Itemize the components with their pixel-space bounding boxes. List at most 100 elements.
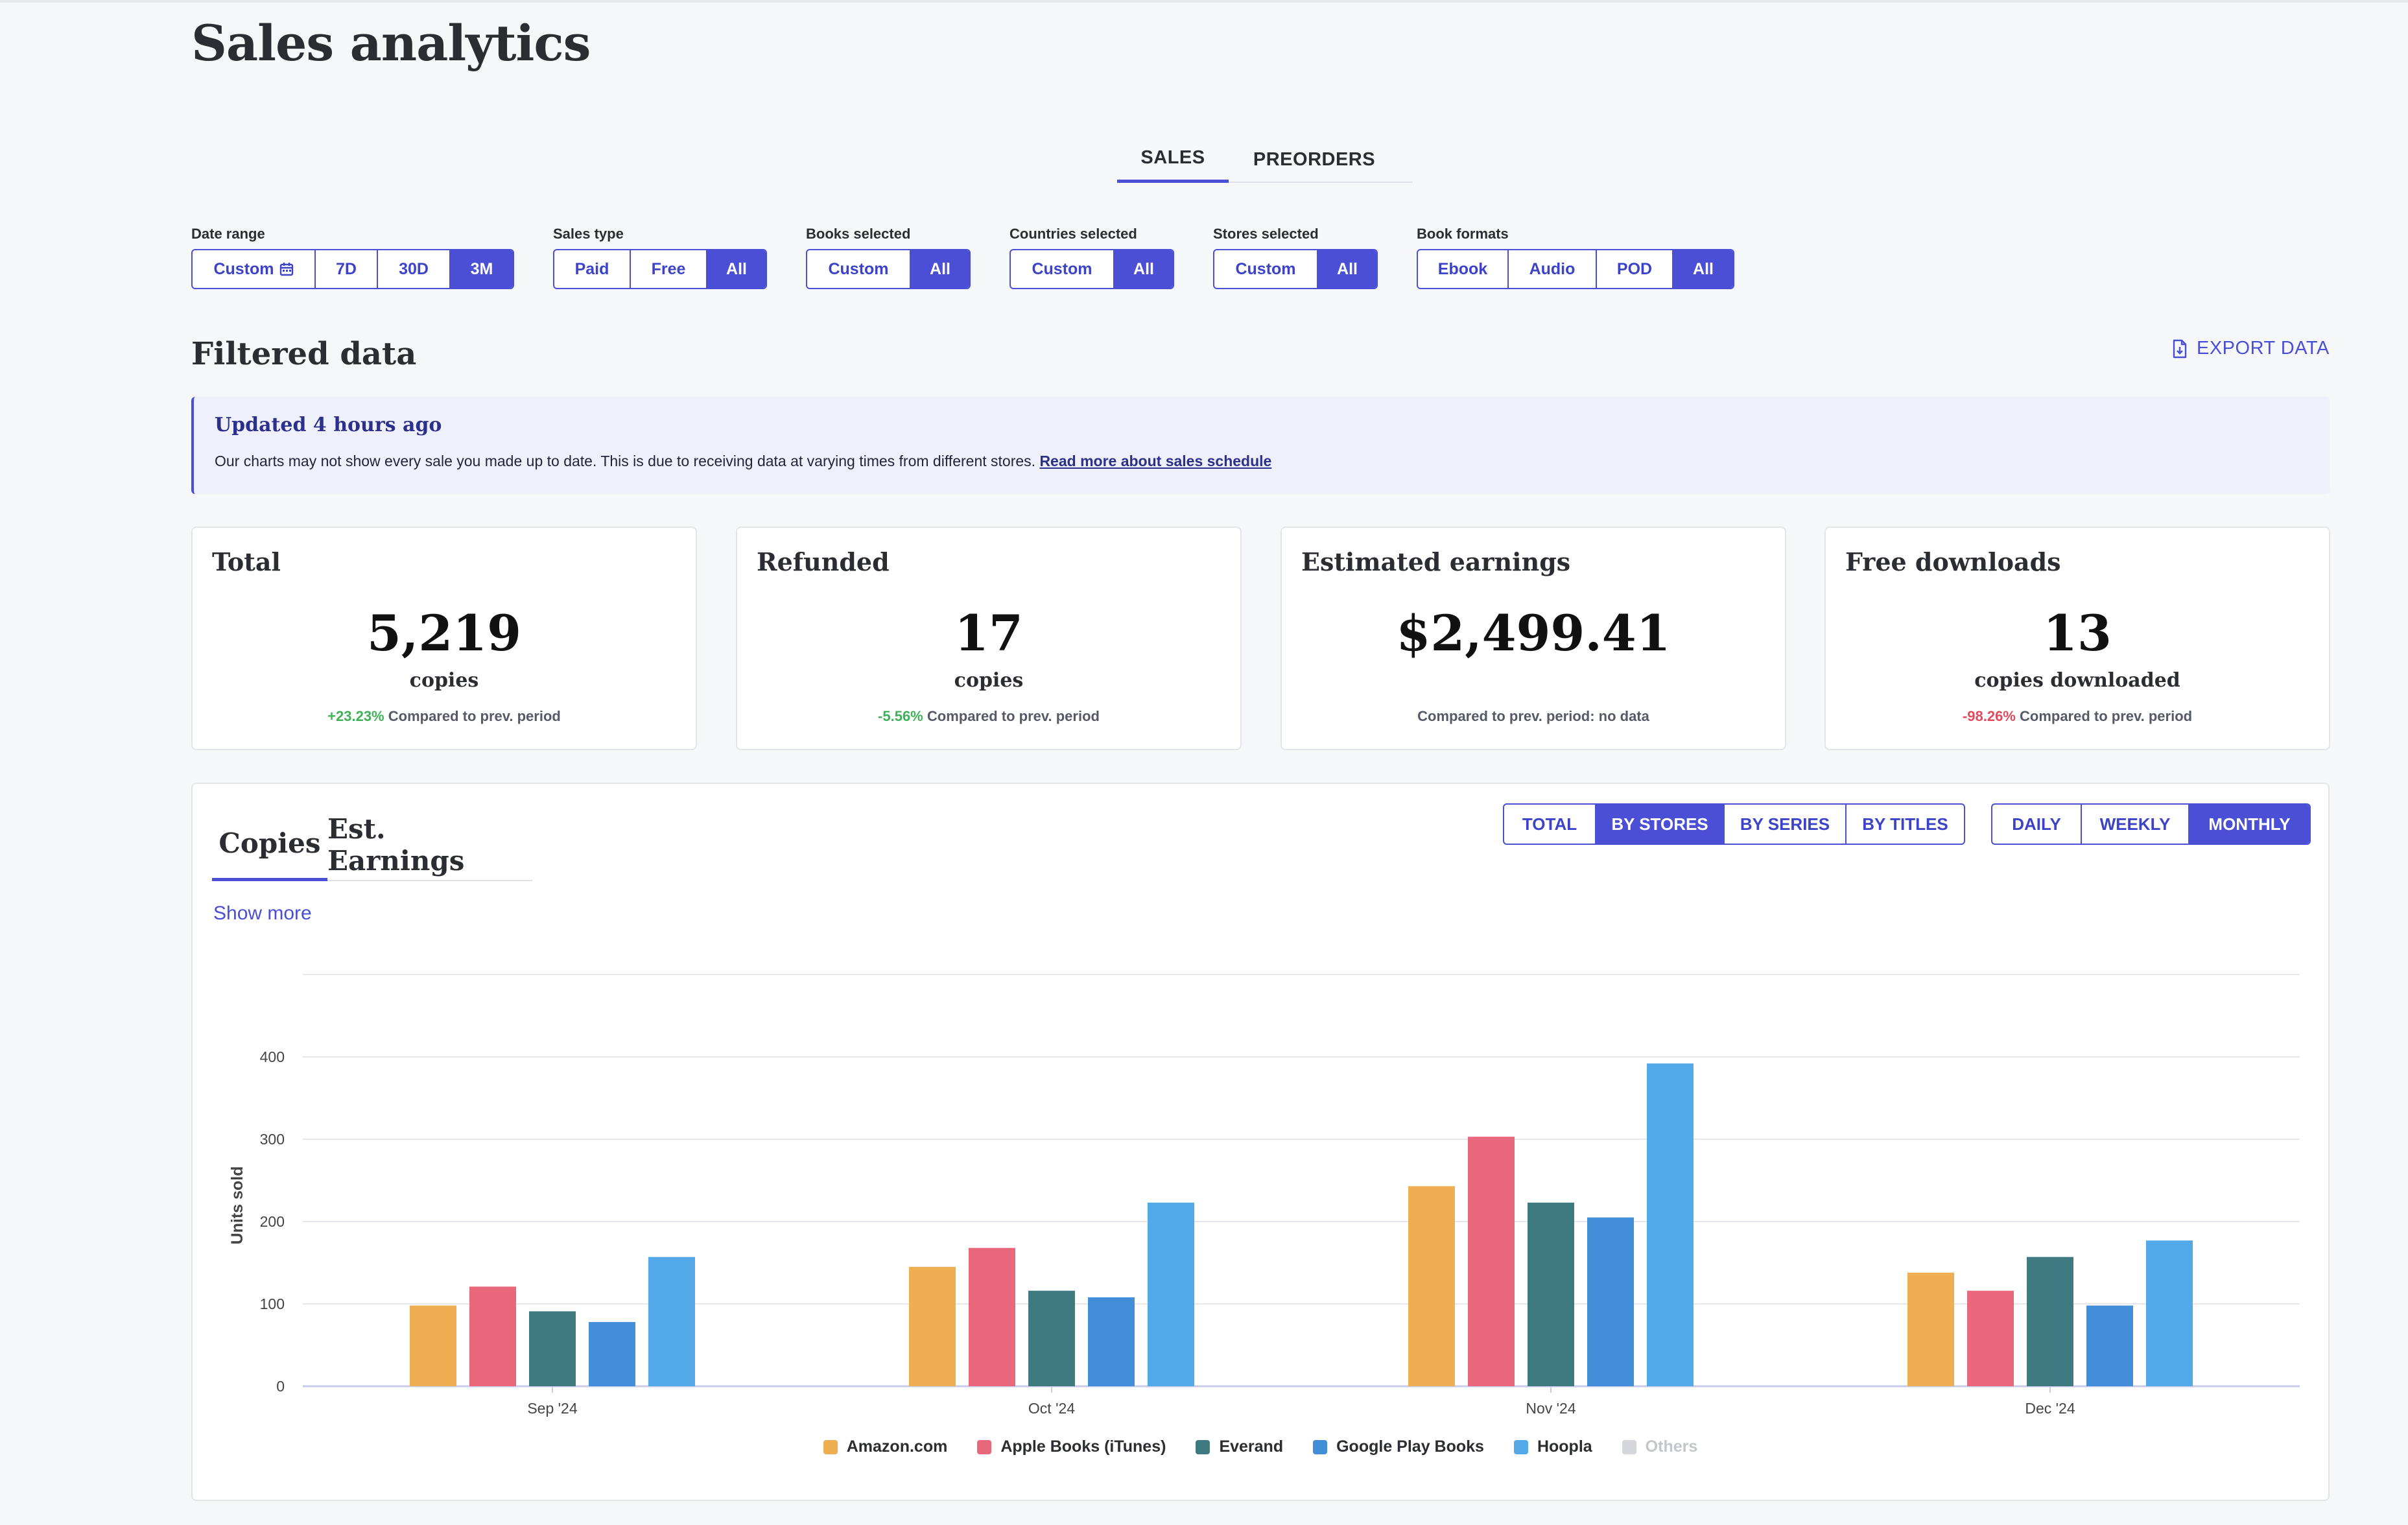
card-title: Estimated earnings — [1301, 547, 1571, 576]
compare-text: Compared to prev. period — [927, 708, 1100, 724]
calendar-icon — [279, 263, 293, 276]
sales-type-filter: Sales type Paid Free All — [553, 226, 767, 289]
format-pod[interactable]: POD — [1597, 250, 1673, 288]
format-audio[interactable]: Audio — [1509, 250, 1597, 288]
bar — [529, 1311, 576, 1386]
period-monthly[interactable]: MONTHLY — [2190, 805, 2309, 844]
legend-swatch — [977, 1439, 992, 1454]
card-compare: -5.56% Compared to prev. period — [737, 708, 1240, 725]
tab-bar: SALES PREORDERS — [1117, 136, 1413, 183]
books-all[interactable]: All — [911, 250, 969, 288]
card-title: Refunded — [757, 547, 890, 576]
y-tick-label: 400 — [260, 1048, 285, 1065]
sales-type-free[interactable]: Free — [631, 250, 707, 288]
top-border — [0, 0, 2408, 3]
card-compare: +23.23% Compared to prev. period — [193, 708, 696, 725]
x-tick-label: Oct '24 — [1028, 1400, 1075, 1417]
period-daily[interactable]: DAILY — [1992, 805, 2082, 844]
sales-type-all[interactable]: All — [707, 250, 766, 288]
sales-type-paid[interactable]: Paid — [554, 250, 631, 288]
legend-item[interactable]: Others — [1622, 1437, 1698, 1456]
legend-label: Everand — [1219, 1437, 1284, 1456]
show-more-link[interactable]: Show more — [213, 903, 312, 924]
page-title: Sales analytics — [191, 14, 591, 72]
legend-label: Others — [1645, 1437, 1698, 1456]
legend-swatch — [1513, 1439, 1528, 1454]
legend-label: Amazon.com — [846, 1437, 948, 1456]
stores-filter: Stores selected Custom All — [1213, 226, 1378, 289]
bar — [1468, 1137, 1515, 1386]
compare-text: Compared to prev. period — [388, 708, 561, 724]
y-axis-label: Units sold — [228, 1166, 246, 1245]
tab-preorders[interactable]: PREORDERS — [1253, 148, 1376, 170]
date-range-segment: Custom 7D 30D 3M — [191, 249, 514, 289]
group-by-series[interactable]: BY SERIES — [1725, 805, 1847, 844]
grouping-segment: TOTAL BY STORES BY SERIES BY TITLES — [1503, 803, 1965, 845]
legend-item[interactable]: Amazon.com — [823, 1437, 948, 1456]
bar — [1408, 1186, 1455, 1386]
y-tick-label: 200 — [260, 1213, 285, 1230]
bar — [1907, 1272, 1954, 1386]
card-value: 17 — [954, 604, 1023, 662]
bar — [589, 1321, 635, 1386]
bar — [909, 1266, 956, 1386]
y-tick-label: 0 — [276, 1378, 285, 1395]
stores-custom[interactable]: Custom — [1214, 250, 1318, 288]
bar — [648, 1257, 695, 1386]
books-custom[interactable]: Custom — [807, 250, 911, 288]
file-export-icon — [2173, 339, 2187, 358]
card-value: 5,219 — [367, 604, 521, 662]
filtered-data-title: Filtered data — [191, 336, 417, 372]
countries-custom[interactable]: Custom — [1011, 250, 1115, 288]
period-segment: DAILY WEEKLY MONTHLY — [1991, 803, 2311, 845]
legend-item[interactable]: Hoopla — [1513, 1437, 1592, 1456]
group-by-titles[interactable]: BY TITLES — [1862, 814, 1948, 834]
stat-card-estimated-earnings: Estimated earnings $2,499.41 Compared to… — [1281, 526, 1786, 750]
format-ebook[interactable]: Ebook — [1418, 250, 1509, 288]
card-unit: copies downloaded — [1974, 669, 2180, 692]
export-data-label: EXPORT DATA — [2197, 338, 2330, 359]
legend-item[interactable]: Apple Books (iTunes) — [977, 1437, 1166, 1456]
bar — [2086, 1305, 2133, 1386]
card-compare: -98.26% Compared to prev. period — [1826, 708, 2329, 725]
card-unit: copies — [409, 669, 479, 692]
legend-label: Apple Books (iTunes) — [1000, 1437, 1166, 1456]
format-all[interactable]: All — [1673, 250, 1733, 288]
change-value: +23.23% — [327, 708, 384, 724]
x-tick-label: Sep '24 — [527, 1400, 577, 1417]
chart-tab-bar: Copies Est. Earnings — [212, 809, 532, 881]
compare-text: Compared to prev. period — [2020, 708, 2193, 724]
units-sold-bar-chart: 0 100 200 300 400 Units sold Sep '24 Oct '24 Nov… — [228, 974, 2300, 1417]
card-compare: Compared to prev. period: no data — [1282, 708, 1785, 725]
export-data-button[interactable]: EXPORT DATA — [2172, 338, 2330, 359]
tab-est-earnings[interactable]: Est. Earnings — [327, 813, 465, 877]
filter-label: Books selected — [806, 226, 911, 242]
bar — [469, 1286, 516, 1386]
date-range-3m[interactable]: 3M — [451, 250, 513, 288]
legend-item[interactable]: Google Play Books — [1313, 1437, 1484, 1456]
tab-sales[interactable]: SALES — [1117, 136, 1229, 183]
filter-label: Sales type — [553, 226, 624, 242]
period-weekly[interactable]: WEEKLY — [2082, 805, 2190, 844]
update-notice: Updated 4 hours ago Our charts may not s… — [191, 397, 2330, 494]
date-range-7d[interactable]: 7D — [316, 250, 378, 288]
card-unit: copies — [954, 669, 1024, 692]
date-range-30d[interactable]: 30D — [378, 250, 451, 288]
chart-legend: Amazon.com Apple Books (iTunes) Everand Goo… — [193, 1437, 2328, 1456]
countries-all[interactable]: All — [1115, 250, 1173, 288]
notice-text: Our charts may not show every sale you m… — [215, 453, 1271, 470]
group-total[interactable]: TOTAL — [1504, 805, 1596, 844]
sales-schedule-link[interactable]: Read more about sales schedule — [1039, 453, 1272, 469]
filter-label: Stores selected — [1213, 226, 1319, 242]
bar — [1528, 1202, 1574, 1386]
books-segment: Custom All — [806, 249, 971, 289]
stores-all[interactable]: All — [1318, 250, 1376, 288]
card-title: Free downloads — [1845, 547, 2061, 576]
date-range-custom[interactable]: Custom — [193, 250, 316, 288]
tab-copies[interactable]: Copies — [212, 809, 327, 881]
bar — [1647, 1063, 1694, 1386]
group-by-stores[interactable]: BY STORES — [1596, 805, 1725, 844]
notice-title: Updated 4 hours ago — [215, 414, 442, 436]
compare-text: Compared to prev. period: no data — [1417, 708, 1649, 724]
legend-item[interactable]: Everand — [1196, 1437, 1283, 1456]
